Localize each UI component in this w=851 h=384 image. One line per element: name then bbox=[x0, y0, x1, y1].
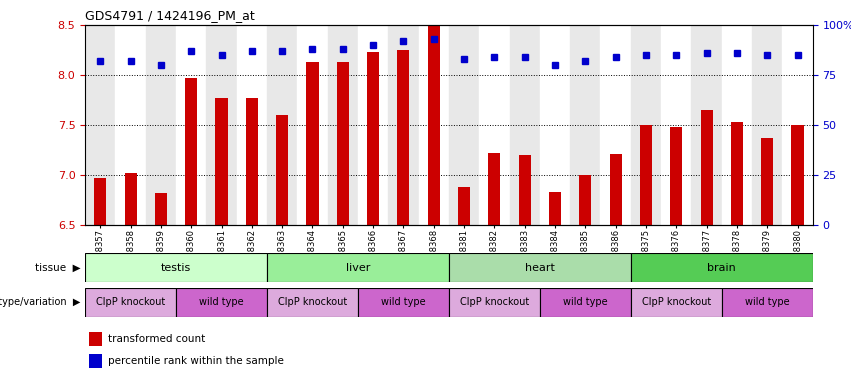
Bar bbox=[388, 25, 419, 225]
Bar bbox=[85, 25, 116, 225]
Text: brain: brain bbox=[707, 263, 736, 273]
Bar bbox=[276, 115, 288, 225]
Bar bbox=[631, 288, 722, 317]
Bar bbox=[155, 193, 167, 225]
Bar bbox=[215, 98, 227, 225]
Bar bbox=[631, 253, 813, 282]
Text: ClpP knockout: ClpP knockout bbox=[96, 297, 165, 308]
Bar bbox=[237, 25, 267, 225]
Text: liver: liver bbox=[346, 263, 370, 273]
Bar bbox=[267, 253, 449, 282]
Bar bbox=[328, 25, 358, 225]
Bar bbox=[89, 333, 102, 346]
Text: transformed count: transformed count bbox=[108, 334, 206, 344]
Text: testis: testis bbox=[161, 263, 191, 273]
Bar bbox=[397, 50, 409, 225]
Bar bbox=[631, 25, 661, 225]
Bar bbox=[761, 138, 774, 225]
Bar bbox=[176, 288, 267, 317]
Bar bbox=[731, 122, 743, 225]
Text: wild type: wild type bbox=[745, 297, 790, 308]
Bar bbox=[691, 25, 722, 225]
Bar bbox=[306, 62, 318, 225]
Bar bbox=[449, 25, 479, 225]
Bar bbox=[540, 25, 570, 225]
Text: ClpP knockout: ClpP knockout bbox=[278, 297, 347, 308]
Text: wild type: wild type bbox=[563, 297, 608, 308]
Text: tissue  ▶: tissue ▶ bbox=[35, 263, 81, 273]
Bar bbox=[267, 25, 297, 225]
Bar bbox=[671, 127, 683, 225]
Bar bbox=[89, 354, 102, 368]
Bar bbox=[479, 25, 510, 225]
Bar bbox=[419, 25, 449, 225]
Bar bbox=[782, 25, 813, 225]
Bar bbox=[601, 25, 631, 225]
Text: genotype/variation  ▶: genotype/variation ▶ bbox=[0, 297, 81, 308]
Bar bbox=[700, 110, 712, 225]
Bar bbox=[449, 253, 631, 282]
Bar bbox=[791, 125, 803, 225]
Bar bbox=[510, 25, 540, 225]
Bar bbox=[549, 192, 561, 225]
Bar bbox=[580, 175, 591, 225]
Bar bbox=[661, 25, 691, 225]
Text: ClpP knockout: ClpP knockout bbox=[460, 297, 529, 308]
Bar bbox=[640, 125, 652, 225]
Bar bbox=[449, 288, 540, 317]
Bar bbox=[609, 154, 622, 225]
Bar bbox=[488, 153, 500, 225]
Bar bbox=[85, 253, 267, 282]
Bar bbox=[116, 25, 146, 225]
Bar bbox=[337, 62, 349, 225]
Bar bbox=[176, 25, 206, 225]
Bar bbox=[297, 25, 328, 225]
Bar bbox=[358, 288, 449, 317]
Bar bbox=[358, 25, 388, 225]
Bar bbox=[146, 25, 176, 225]
Bar bbox=[367, 52, 380, 225]
Bar bbox=[540, 288, 631, 317]
Text: percentile rank within the sample: percentile rank within the sample bbox=[108, 356, 284, 366]
Bar bbox=[206, 25, 237, 225]
Bar bbox=[752, 25, 782, 225]
Bar bbox=[428, 25, 440, 225]
Bar bbox=[186, 78, 197, 225]
Text: wild type: wild type bbox=[381, 297, 426, 308]
Text: wild type: wild type bbox=[199, 297, 244, 308]
Bar bbox=[722, 288, 813, 317]
Bar bbox=[722, 25, 752, 225]
Bar bbox=[246, 98, 258, 225]
Bar bbox=[518, 155, 531, 225]
Bar bbox=[124, 173, 137, 225]
Text: heart: heart bbox=[525, 263, 555, 273]
Bar bbox=[458, 187, 470, 225]
Text: GDS4791 / 1424196_PM_at: GDS4791 / 1424196_PM_at bbox=[85, 9, 254, 22]
Bar bbox=[570, 25, 601, 225]
Bar bbox=[267, 288, 358, 317]
Bar bbox=[85, 288, 176, 317]
Text: ClpP knockout: ClpP knockout bbox=[642, 297, 711, 308]
Bar bbox=[94, 178, 106, 225]
